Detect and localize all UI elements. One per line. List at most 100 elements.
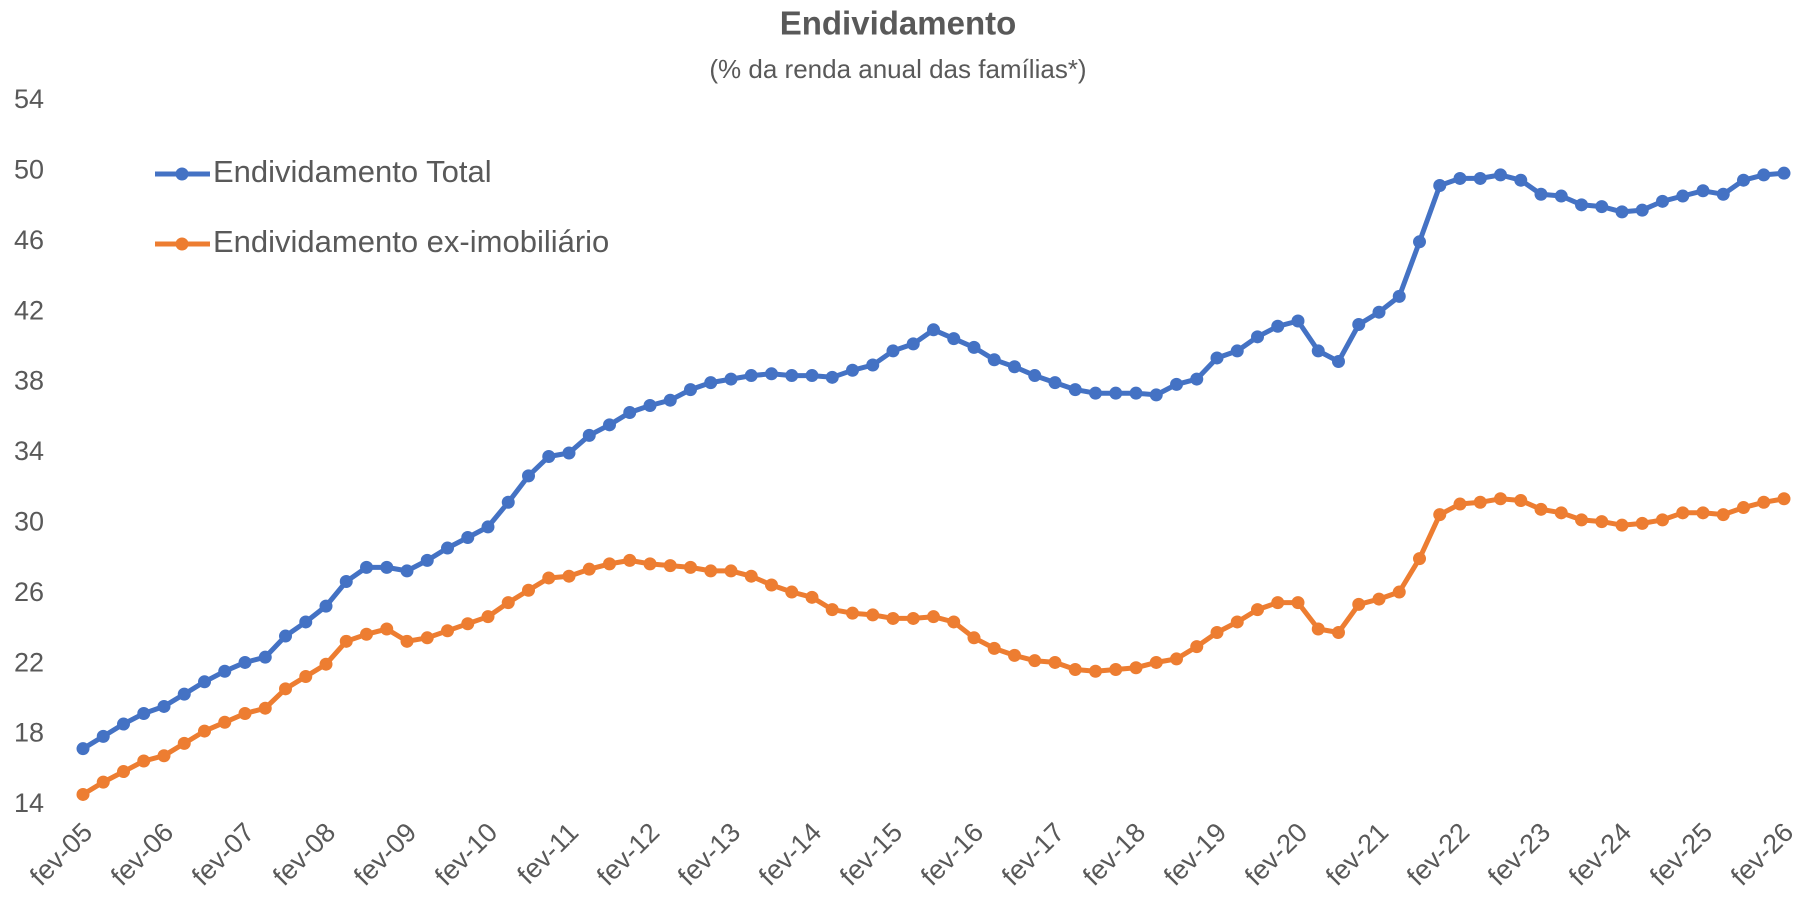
legend-marker — [175, 237, 189, 251]
data-point — [96, 775, 110, 789]
data-point — [319, 599, 333, 613]
y-tick-label: 14 — [14, 788, 44, 818]
y-tick-label: 30 — [14, 507, 44, 537]
data-point — [1635, 203, 1649, 217]
data-point — [137, 706, 151, 720]
data-point — [400, 634, 414, 648]
data-point — [1170, 377, 1183, 391]
data-point — [603, 557, 616, 571]
data-point — [1089, 664, 1102, 678]
data-point — [218, 664, 232, 678]
data-point — [400, 564, 414, 578]
data-point — [441, 541, 454, 555]
data-point — [1656, 194, 1669, 208]
data-point — [1271, 319, 1285, 333]
data-point — [1089, 386, 1102, 400]
data-point — [1008, 360, 1021, 374]
x-tick-label: fev-21 — [1320, 817, 1394, 891]
data-point — [765, 578, 778, 592]
data-point — [441, 624, 454, 638]
x-tick-label: fev-15 — [834, 817, 908, 891]
data-point — [481, 520, 495, 534]
data-point — [1514, 494, 1528, 508]
data-point — [1352, 597, 1366, 611]
data-point — [380, 560, 394, 574]
data-point — [704, 376, 718, 390]
data-point — [177, 736, 191, 750]
data-point — [1251, 330, 1264, 344]
data-point — [1473, 495, 1487, 509]
data-point — [603, 418, 616, 432]
y-tick-label: 54 — [14, 84, 44, 114]
data-point — [825, 603, 839, 617]
data-point — [157, 749, 171, 763]
x-tick-label: fev-26 — [1725, 817, 1796, 891]
data-point — [805, 369, 819, 383]
x-tick-label: fev-05 — [24, 817, 98, 891]
data-point — [299, 615, 313, 629]
y-tick-label: 18 — [14, 718, 44, 748]
data-point — [1271, 596, 1285, 610]
data-point — [744, 369, 758, 383]
chart-subtitle: (% da renda anual das famílias*) — [709, 54, 1086, 84]
y-tick-label: 38 — [14, 366, 44, 396]
x-tick-label: fev-14 — [753, 817, 827, 891]
data-point — [967, 340, 981, 354]
data-point — [765, 367, 778, 381]
data-point — [258, 650, 272, 664]
data-point — [76, 787, 90, 801]
data-point — [684, 383, 697, 397]
data-point — [947, 332, 961, 346]
data-point — [1129, 661, 1143, 675]
data-point — [1291, 314, 1305, 328]
data-point — [1109, 662, 1123, 676]
data-point — [1615, 205, 1629, 219]
data-point — [1656, 513, 1669, 527]
data-point — [643, 557, 657, 571]
data-point — [542, 450, 556, 464]
data-point — [1311, 622, 1325, 636]
x-tick-label: fev-24 — [1563, 817, 1637, 891]
data-point — [684, 560, 697, 574]
data-point — [582, 562, 596, 576]
data-point — [542, 571, 556, 585]
y-tick-label: 26 — [14, 577, 44, 607]
x-tick-label: fev-10 — [429, 817, 503, 891]
data-point — [1332, 626, 1345, 640]
data-point — [1575, 513, 1588, 527]
data-point — [501, 596, 515, 610]
data-point — [1311, 344, 1325, 358]
data-point — [1777, 492, 1791, 506]
x-tick-label: fev-07 — [186, 817, 260, 891]
data-point — [1230, 344, 1244, 358]
data-point — [886, 611, 900, 625]
data-point — [1676, 506, 1690, 520]
x-tick-label: fev-23 — [1482, 817, 1556, 891]
data-point — [117, 717, 130, 731]
x-tick-label: fev-09 — [348, 817, 422, 891]
data-point — [420, 553, 434, 567]
data-point — [562, 569, 576, 583]
data-point — [663, 393, 677, 407]
data-point — [1696, 184, 1710, 198]
x-tick-label: fev-17 — [996, 817, 1070, 891]
chart-title: Endividamento — [780, 5, 1017, 42]
data-point — [1352, 318, 1366, 332]
x-tick-label: fev-19 — [1158, 817, 1232, 891]
data-point — [1716, 508, 1730, 522]
data-point — [582, 428, 596, 442]
data-point — [1575, 198, 1588, 212]
data-point — [461, 530, 475, 544]
data-point — [1473, 171, 1487, 185]
data-point — [1696, 506, 1710, 520]
data-point — [1676, 189, 1690, 203]
data-point — [1392, 585, 1406, 599]
y-tick-label: 22 — [14, 647, 44, 677]
data-point — [785, 585, 799, 599]
data-point — [420, 631, 434, 645]
data-point — [1332, 354, 1345, 368]
x-tick-label: fev-18 — [1077, 817, 1151, 891]
legend-label: Endividamento ex-imobiliário — [213, 224, 609, 259]
data-point — [1372, 592, 1386, 606]
